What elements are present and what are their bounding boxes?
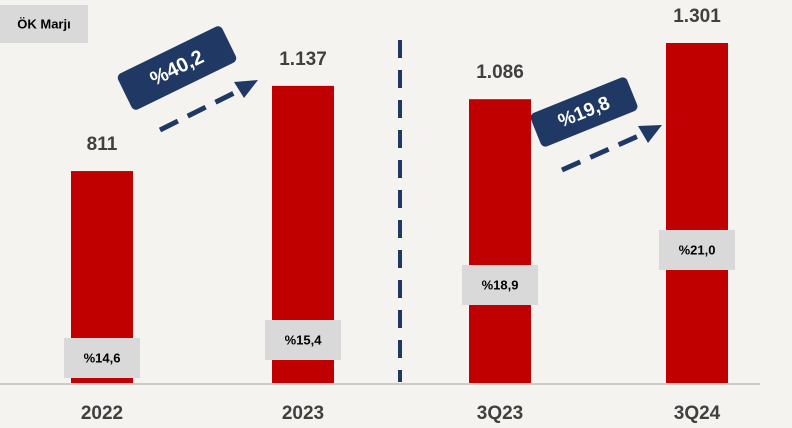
margin-label: %15,4 xyxy=(285,332,323,347)
arrow-head xyxy=(234,80,258,98)
growth-badge-box xyxy=(530,77,638,147)
legend-box xyxy=(0,5,88,43)
x-tick-label: 2023 xyxy=(282,403,324,424)
growth-arrow xyxy=(158,87,242,133)
margin-label: %21,0 xyxy=(679,242,716,257)
x-tick-label: 3Q24 xyxy=(674,403,721,424)
x-tick-label: 3Q23 xyxy=(477,403,523,424)
margin-box xyxy=(659,230,735,270)
margin-label: %18,9 xyxy=(482,277,519,292)
arrow-head xyxy=(638,125,662,143)
legend-label: ÖK Marjı xyxy=(17,16,70,31)
margin-box xyxy=(462,265,538,305)
margin-label: %14,6 xyxy=(84,350,121,365)
value-label: 1.301 xyxy=(673,6,721,27)
x-tick-label: 2022 xyxy=(81,403,123,424)
bar xyxy=(666,43,728,383)
value-label: 1.137 xyxy=(279,49,327,70)
growth-arrow xyxy=(560,130,647,173)
value-label: 811 xyxy=(87,134,118,155)
bar xyxy=(469,99,531,383)
margin-box xyxy=(265,320,341,360)
growth-badge-box xyxy=(117,26,237,110)
value-label: 1.086 xyxy=(476,62,524,83)
margin-box xyxy=(64,338,140,378)
